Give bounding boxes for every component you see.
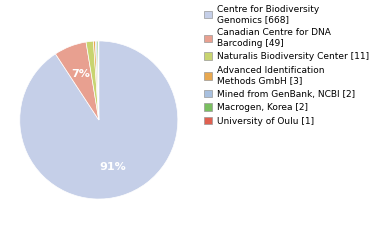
Legend: Centre for Biodiversity
Genomics [668], Canadian Centre for DNA
Barcoding [49], : Centre for Biodiversity Genomics [668], … bbox=[204, 5, 369, 126]
Wedge shape bbox=[55, 42, 99, 120]
Wedge shape bbox=[98, 41, 99, 120]
Wedge shape bbox=[20, 41, 178, 199]
Wedge shape bbox=[93, 41, 99, 120]
Wedge shape bbox=[86, 41, 99, 120]
Text: 7%: 7% bbox=[71, 69, 90, 79]
Wedge shape bbox=[95, 41, 99, 120]
Wedge shape bbox=[97, 41, 99, 120]
Text: 91%: 91% bbox=[100, 162, 126, 172]
